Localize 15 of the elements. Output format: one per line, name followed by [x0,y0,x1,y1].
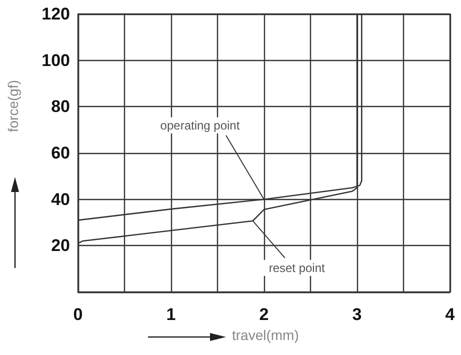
x-tick-label: 2 [259,305,269,324]
annotation: reset point [268,260,326,275]
x-axis-title: travel(mm) [232,327,299,343]
x-tick-label: 1 [166,305,176,324]
y-tick-label: 100 [42,50,70,70]
x-tick-label: 3 [352,305,362,324]
y-tick-label: 20 [51,236,70,256]
y-tick-label: 80 [51,97,70,116]
y-tick-label: 120 [42,4,70,24]
y-tick-label: 60 [51,144,70,162]
x-tick-label: 4 [445,305,456,324]
x-tick-label: 0 [73,305,83,324]
y-tick-label: 40 [51,190,70,209]
y-axis-title: force(gf) [5,80,21,132]
annotation: operating point [160,118,240,132]
